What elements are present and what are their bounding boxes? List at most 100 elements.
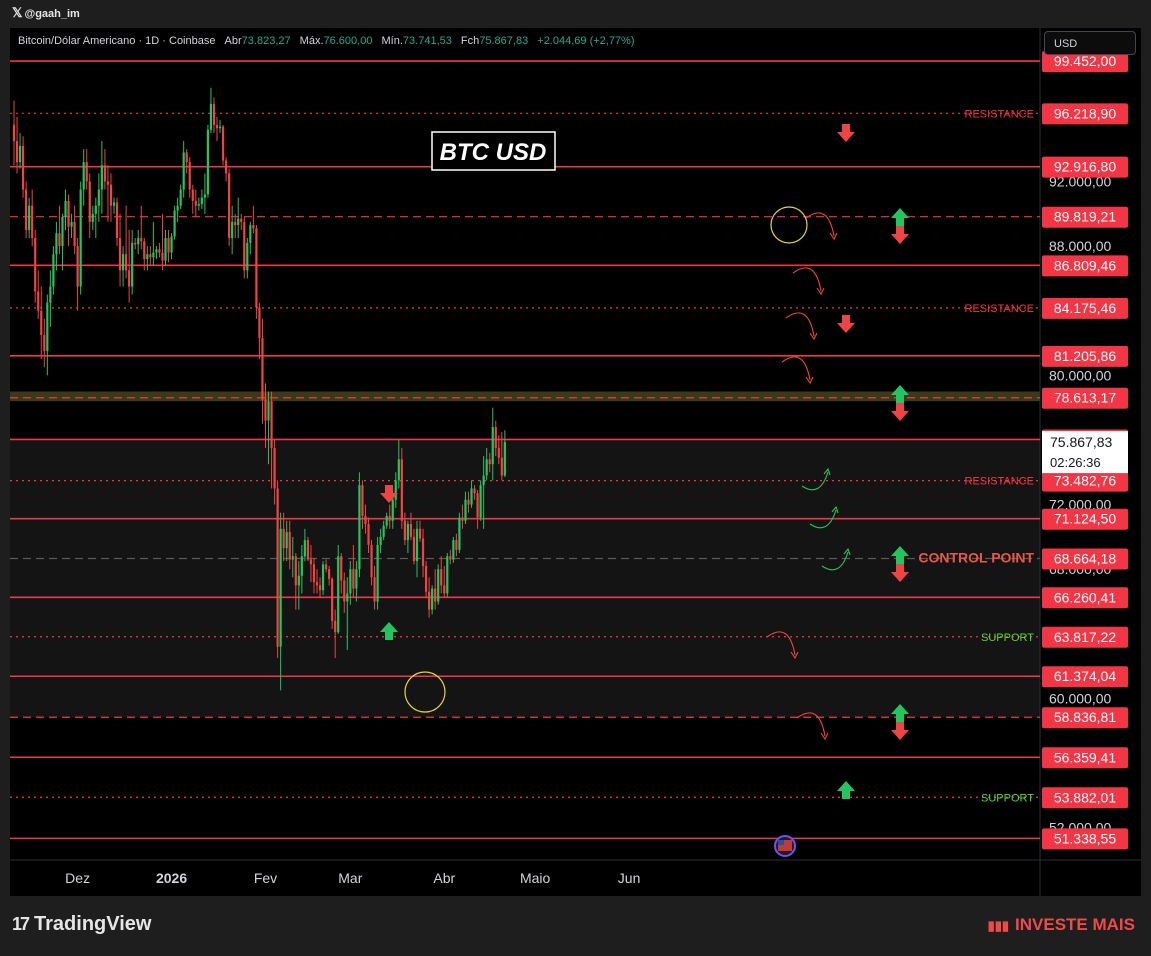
candle-body — [143, 241, 146, 260]
candle-body — [46, 302, 49, 352]
candle-body — [121, 254, 125, 271]
candle-body — [300, 556, 303, 576]
candle-body — [155, 249, 158, 253]
candle-body — [309, 559, 313, 565]
candle-body — [431, 588, 434, 610]
candle-body — [437, 569, 440, 602]
candle-body — [255, 228, 258, 308]
projection-arrowhead-icon — [829, 232, 838, 241]
candle-body — [234, 221, 237, 226]
down-arrow-icon — [891, 722, 909, 740]
price-chart[interactable]: RESISTANCE RESISTANCE RESISTANCE CONTROL PO… — [10, 28, 1141, 896]
projection-arrowhead-icon — [820, 732, 829, 741]
currency-selector[interactable]: USD — [1044, 31, 1136, 55]
candle-body — [137, 238, 140, 245]
candle-body — [182, 152, 185, 190]
candle-body — [270, 401, 273, 449]
up-arrow-icon — [837, 781, 855, 799]
candle-body — [103, 165, 106, 182]
price-tag — [1042, 103, 1128, 125]
candle-body — [261, 338, 264, 400]
projection-down-icon — [766, 631, 796, 656]
candle-body — [112, 202, 116, 206]
candle-body — [382, 525, 385, 537]
price-tag-label: 61.374,04 — [1054, 668, 1116, 684]
price-tag — [1042, 387, 1128, 409]
brand-logo: ▮▮▮ INVESTE MAIS — [988, 915, 1135, 935]
candle-body — [488, 459, 491, 465]
candle-body — [197, 204, 200, 206]
candle-body — [491, 427, 494, 465]
top-bar: 𝕏 @gaah_im — [0, 0, 1151, 26]
candle-body — [494, 427, 497, 449]
price-zone — [10, 439, 1040, 718]
projection-arrowhead-icon — [843, 547, 851, 556]
candle-body — [446, 556, 449, 594]
candle-body — [225, 160, 228, 174]
price-tag — [1042, 747, 1128, 769]
candle-body — [297, 575, 300, 586]
up-arrow-icon — [891, 208, 909, 226]
low-value: 73.741,53 — [402, 35, 452, 47]
candle-body — [185, 152, 188, 163]
candle-body — [34, 238, 37, 292]
price-tag-label: 66.260,41 — [1054, 589, 1116, 605]
countdown-label: 02:26:36 — [1050, 455, 1101, 470]
candle-body — [240, 218, 243, 222]
price-tag — [1042, 666, 1128, 688]
candle-body — [355, 569, 358, 589]
price-tag-label: 89.819,21 — [1054, 209, 1116, 225]
time-tick-label: Dez — [65, 870, 90, 886]
candle-body — [52, 254, 55, 287]
price-tag-label: 86.809,46 — [1054, 257, 1116, 273]
tradingview-logo[interactable]: 17 TradingView — [12, 913, 151, 936]
candle-body — [12, 124, 16, 142]
candle-body — [455, 540, 458, 550]
candle-body — [149, 254, 152, 258]
candle-body — [170, 236, 173, 253]
candle-body — [424, 565, 428, 592]
candle-body — [285, 532, 288, 549]
candle-body — [252, 225, 255, 229]
symbol-legend: Bitcoin/Dólar Americano · 1D · Coinbase … — [18, 35, 635, 47]
candle-body — [497, 448, 500, 458]
resistance-label: RESISTANCE — [965, 108, 1034, 120]
candle-body — [131, 242, 134, 287]
current-price-tag — [1042, 431, 1128, 474]
price-tag — [1042, 548, 1128, 570]
candle-body — [503, 442, 506, 476]
candle-body — [434, 588, 437, 602]
price-tag-label: 68.664,18 — [1054, 550, 1116, 566]
candle-body — [25, 189, 28, 230]
price-tag-label: 53.882,01 — [1054, 789, 1116, 805]
candle-body — [321, 564, 325, 591]
candle-body — [412, 536, 416, 562]
chart-area[interactable]: RESISTANCE RESISTANCE RESISTANCE CONTROL PO… — [10, 28, 1141, 896]
price-tag-label: 51.338,55 — [1054, 830, 1116, 846]
candle-body — [128, 270, 131, 287]
candle-body — [218, 126, 222, 129]
candle-body — [70, 221, 73, 227]
candle-body — [228, 173, 231, 239]
support-label: SUPPORT — [981, 632, 1034, 644]
price-tag-label: 73.482,76 — [1054, 473, 1116, 489]
candle-body — [418, 528, 422, 539]
price-tag-label: 78.613,17 — [1054, 390, 1116, 406]
candle-body — [61, 217, 64, 247]
projection-down-icon — [792, 267, 822, 292]
candle-body — [315, 582, 319, 586]
price-tag — [1042, 587, 1128, 609]
candle-body — [388, 515, 391, 521]
time-tick-label: Fev — [254, 870, 277, 886]
price-tag — [1042, 508, 1128, 530]
projection-up-icon — [809, 509, 837, 529]
candle-body — [31, 205, 34, 239]
down-arrow-icon — [837, 124, 855, 142]
candle-body — [346, 593, 349, 602]
up-arrow-icon — [380, 622, 398, 640]
candle-body — [73, 221, 76, 247]
candle-body — [140, 238, 143, 242]
author-handle: 𝕏 @gaah_im — [12, 5, 80, 21]
candle-body — [403, 520, 406, 541]
candle-body — [409, 523, 413, 537]
